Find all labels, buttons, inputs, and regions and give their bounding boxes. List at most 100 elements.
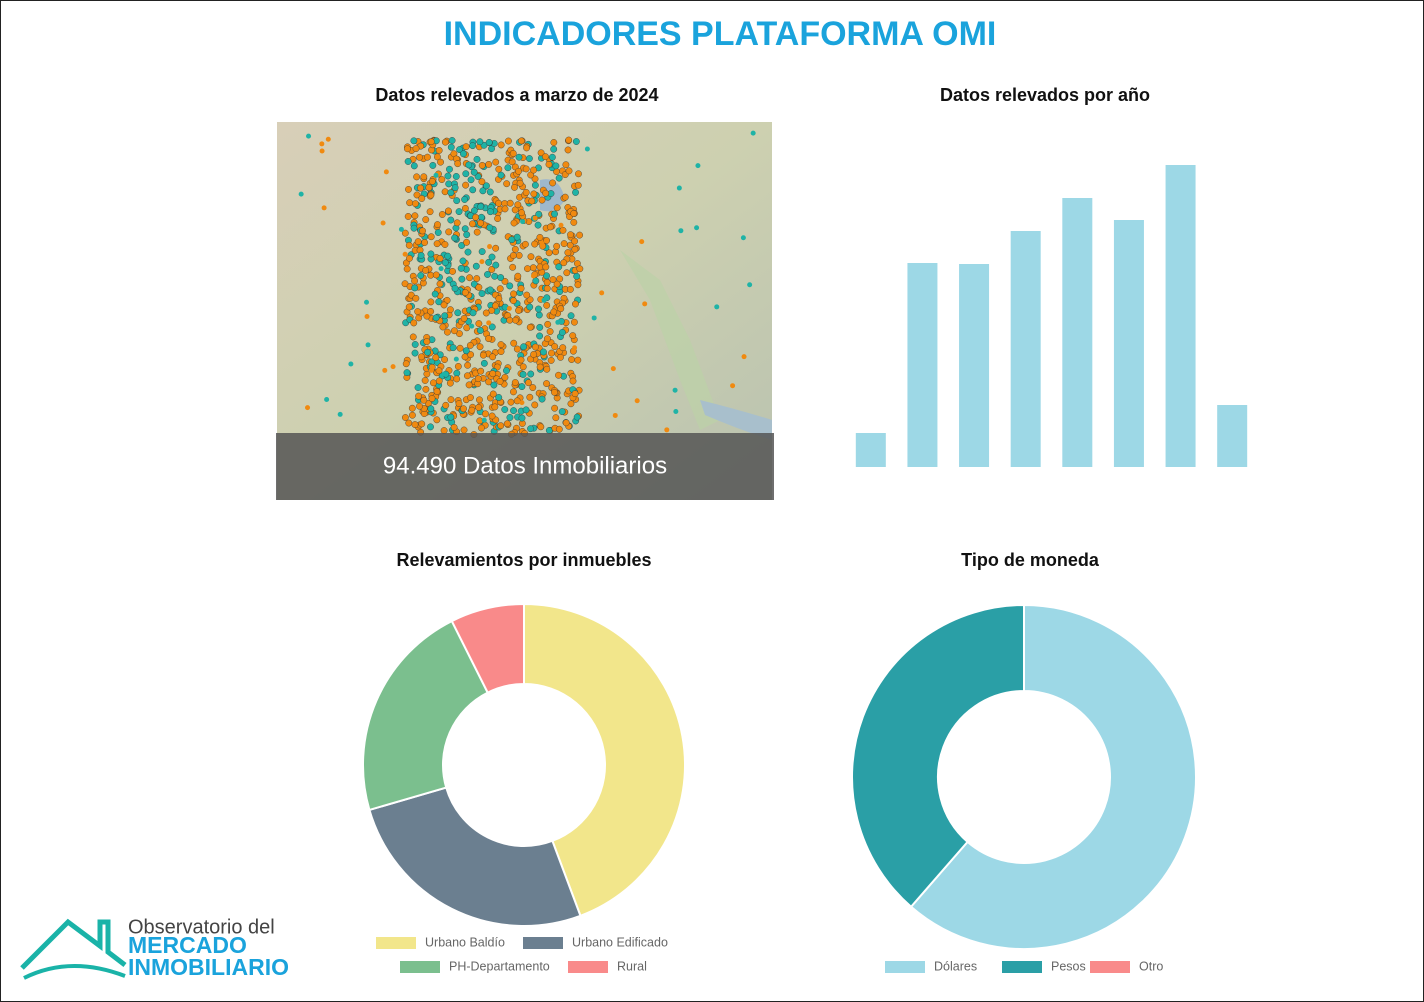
donut-slice [851, 603, 1025, 909]
map-marker [492, 261, 500, 269]
map-marker [509, 263, 517, 271]
map-title: Datos relevados a marzo de 2024 [375, 85, 658, 105]
map-marker [480, 359, 488, 367]
map-marker [475, 320, 483, 328]
map-marker [526, 393, 534, 401]
map-marker [427, 250, 435, 258]
map-marker [431, 290, 439, 298]
map-marker [440, 427, 448, 434]
map-marker [513, 233, 521, 241]
map-marker [569, 332, 577, 340]
map-marker [461, 204, 469, 212]
map-marker [325, 136, 331, 142]
map-marker [402, 360, 410, 368]
map-marker [495, 165, 503, 173]
map-marker [412, 200, 419, 208]
map-marker [551, 343, 559, 350]
legend-swatch [1090, 961, 1130, 973]
map-marker [435, 147, 443, 154]
map-marker [555, 263, 563, 271]
map-marker [406, 254, 413, 262]
map-marker [427, 138, 435, 146]
map-marker [543, 237, 550, 244]
map-marker [467, 394, 474, 401]
map-marker [434, 229, 442, 236]
map-marker [445, 180, 453, 188]
map-marker [466, 274, 473, 282]
map-marker [558, 329, 566, 336]
map-marker [447, 143, 455, 151]
map-marker [441, 312, 449, 320]
map-marker [455, 208, 463, 215]
map-marker [454, 363, 462, 370]
map-marker [494, 215, 502, 222]
legend-swatch [376, 937, 416, 949]
map-marker [526, 155, 533, 162]
map-marker [567, 312, 575, 320]
map-marker [433, 416, 441, 424]
map-marker [573, 272, 581, 280]
map-marker [433, 172, 439, 178]
map-marker [488, 323, 496, 331]
map-marker [567, 231, 574, 239]
map-marker [444, 328, 451, 336]
map-marker [445, 276, 453, 284]
map-marker [747, 282, 753, 288]
map-marker [463, 231, 471, 239]
map-marker [555, 425, 563, 433]
map-marker [424, 153, 431, 161]
map-marker [472, 262, 480, 270]
map-marker [450, 327, 458, 335]
map-marker [411, 349, 419, 357]
map-marker [535, 305, 542, 313]
map-marker [564, 146, 572, 154]
map-marker [417, 272, 425, 279]
map-marker [513, 345, 521, 353]
map-marker [448, 137, 456, 144]
map-marker [414, 384, 422, 391]
map-marker [576, 231, 583, 239]
map-marker [479, 259, 485, 265]
map-marker [514, 272, 522, 280]
map-marker [535, 210, 543, 218]
bar [959, 264, 990, 467]
map-marker [461, 225, 469, 233]
map-marker [447, 396, 455, 404]
map-marker [572, 138, 580, 145]
map-marker [427, 233, 435, 241]
map-marker [574, 181, 582, 189]
map-river [700, 400, 772, 440]
map-marker [561, 193, 569, 201]
logo-icon [20, 918, 127, 970]
map-marker [428, 395, 436, 402]
map-marker [439, 323, 447, 331]
map-marker [405, 241, 413, 249]
map-marker [553, 280, 561, 288]
map-marker [497, 341, 505, 348]
map-marker [416, 153, 423, 161]
map-marker [463, 324, 471, 332]
map-marker [504, 164, 512, 172]
map-marker [550, 145, 558, 153]
map-marker [501, 205, 509, 213]
map-marker [555, 174, 563, 182]
map-marker [441, 259, 449, 267]
map-marker [461, 289, 469, 297]
map-marker [558, 222, 564, 228]
map-marker [501, 278, 509, 285]
map-marker [464, 361, 472, 369]
map-marker [477, 203, 485, 210]
map-marker [568, 356, 575, 363]
logo-text: INMOBILIARIO [128, 954, 289, 980]
map-marker [534, 221, 542, 229]
map-marker [497, 274, 505, 281]
map-marker [478, 213, 485, 221]
map-marker [457, 264, 465, 272]
map-marker [408, 404, 416, 412]
map-marker [574, 356, 582, 364]
legend-swatch [885, 961, 925, 973]
map-marker [420, 396, 428, 404]
map-marker [365, 342, 371, 348]
map-marker [536, 323, 544, 331]
map-marker [511, 183, 518, 191]
